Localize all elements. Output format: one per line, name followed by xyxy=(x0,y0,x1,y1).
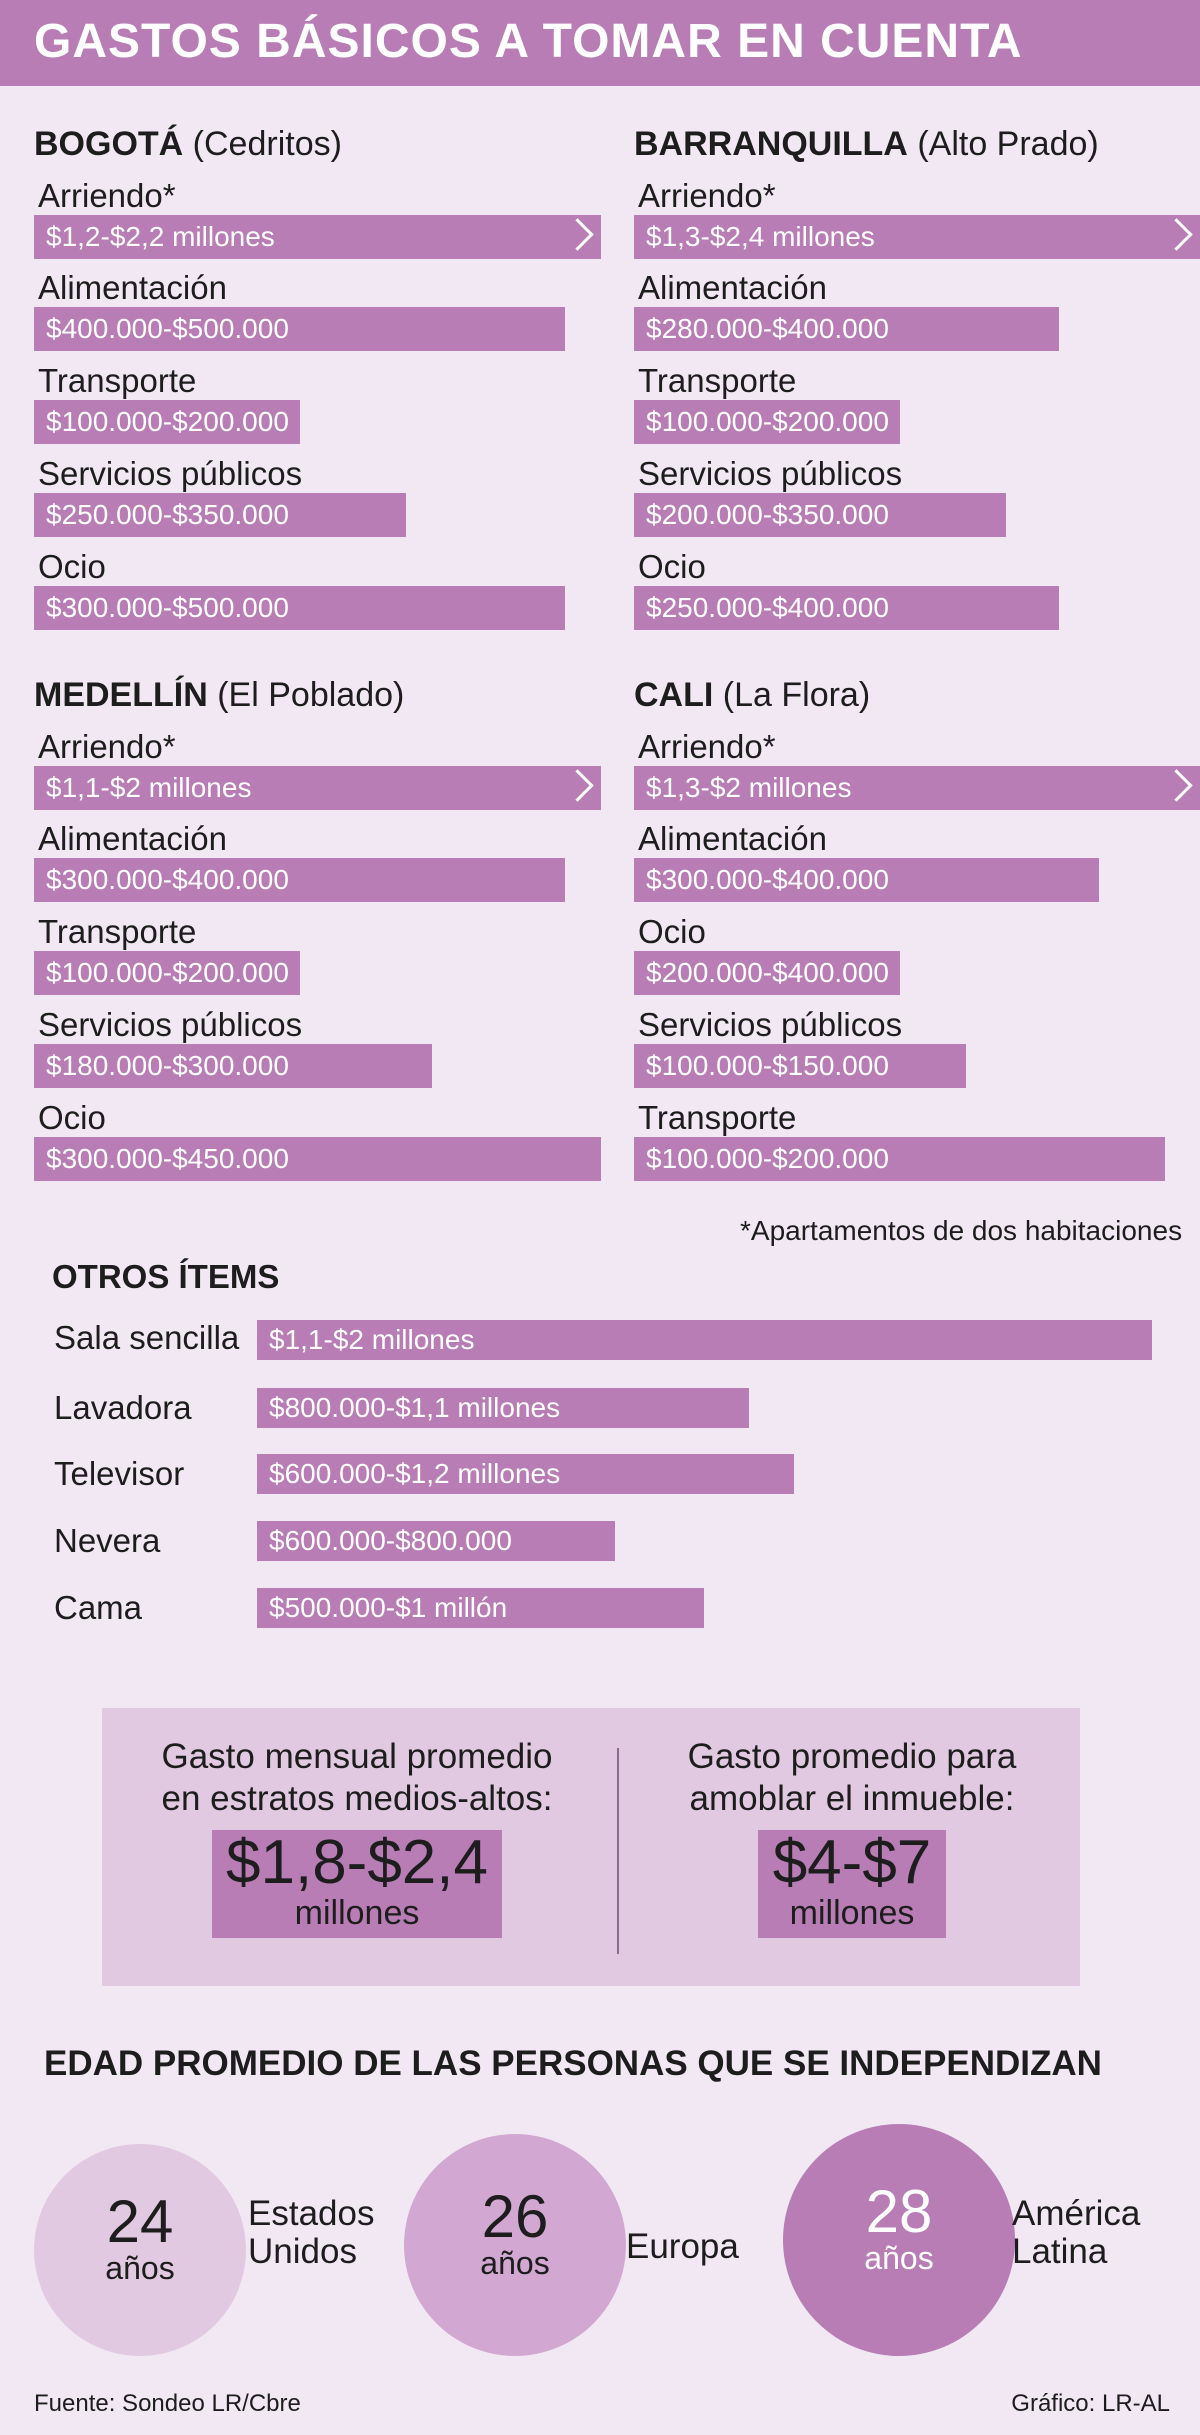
item-label: Servicios públicos xyxy=(38,455,303,492)
value-bar: $1,3-$2,4 millones xyxy=(634,215,1200,259)
region-label: Estados Unidos xyxy=(248,2194,375,2271)
other-item-label: Cama xyxy=(54,1589,143,1626)
value-bar: $100.000-$200.000 xyxy=(634,400,900,444)
age-unit: años xyxy=(864,2240,934,2276)
item-label: Transporte xyxy=(38,362,197,399)
summary-value: $4-$7 xyxy=(772,1828,932,1897)
item-label: Transporte xyxy=(638,1099,797,1136)
summary-panel: Gasto mensual promedio en estratos medio… xyxy=(102,1708,1080,1986)
value-bar: $180.000-$300.000 xyxy=(34,1044,432,1088)
city-bogota: BOGOTÁ (Cedritos) Arriendo* $1,2-$2,2 mi… xyxy=(34,125,604,645)
item-label: Ocio xyxy=(38,548,106,585)
item-label: Arriendo* xyxy=(638,728,776,765)
other-item-label: Televisor xyxy=(54,1455,185,1492)
age-number: 24 xyxy=(106,2188,174,2255)
value-bar: $1,3-$2 millones xyxy=(634,766,1200,810)
item-label: Alimentación xyxy=(638,269,827,306)
city-barranquilla: BARRANQUILLA (Alto Prado) Arriendo* $1,3… xyxy=(634,125,1200,645)
value-bar: $280.000-$400.000 xyxy=(634,307,1059,351)
item-label: Transporte xyxy=(638,362,797,399)
value-bar: $100.000-$200.000 xyxy=(634,1137,1165,1181)
value-bar: $300.000-$400.000 xyxy=(634,858,1099,902)
age-section-title: EDAD PROMEDIO DE LAS PERSONAS QUE SE IND… xyxy=(44,2044,1102,2083)
item-label: Arriendo* xyxy=(38,728,176,765)
value-bar: $300.000-$400.000 xyxy=(34,858,565,902)
page-title: GASTOS BÁSICOS A TOMAR EN CUENTA xyxy=(34,15,1023,68)
value-bar: $250.000-$350.000 xyxy=(34,493,406,537)
item-label: Ocio xyxy=(38,1099,106,1136)
summary-unit: millones xyxy=(789,1894,915,1932)
age-circle-europe: 26 años xyxy=(404,2134,626,2356)
other-value-bar: $600.000-$1,2 millones xyxy=(257,1454,794,1494)
age-number: 28 xyxy=(865,2178,933,2245)
item-label: Alimentación xyxy=(638,820,827,857)
item-label: Servicios públicos xyxy=(638,455,903,492)
item-label: Transporte xyxy=(38,913,197,950)
summary-value: $1,8-$2,4 xyxy=(226,1828,488,1897)
region-label: América Latina xyxy=(1012,2194,1141,2271)
summary-question: amoblar el inmueble: xyxy=(689,1779,1015,1818)
city-cali: CALI (La Flora) Arriendo* $1,3-$2 millon… xyxy=(634,676,1200,1196)
item-label: Alimentación xyxy=(38,820,227,857)
source-note: Fuente: Sondeo LR/Cbre xyxy=(34,2390,301,2417)
item-label: Ocio xyxy=(638,913,706,950)
monthly-spend-summary: Gasto mensual promedio en estratos medio… xyxy=(122,1736,592,1938)
summary-question: Gasto mensual promedio xyxy=(161,1737,553,1776)
title-bar: GASTOS BÁSICOS A TOMAR EN CUENTA xyxy=(0,0,1200,86)
item-label: Alimentación xyxy=(38,269,227,306)
city-name: BARRANQUILLA (Alto Prado) xyxy=(634,125,1099,163)
value-bar: $200.000-$400.000 xyxy=(634,951,900,995)
other-item-label: Lavadora xyxy=(54,1389,192,1426)
city-name: BOGOTÁ (Cedritos) xyxy=(34,125,342,163)
value-bar: $1,1-$2 millones xyxy=(34,766,601,810)
item-label: Arriendo* xyxy=(38,177,176,214)
value-bar: $250.000-$400.000 xyxy=(634,586,1059,630)
other-value-bar: $1,1-$2 millones xyxy=(257,1320,1152,1360)
summary-unit: millones xyxy=(294,1894,420,1932)
summary-question: en estratos medios-altos: xyxy=(161,1779,553,1818)
summary-question: Gasto promedio para xyxy=(687,1737,1017,1776)
age-circle-latam: 28 años xyxy=(783,2124,1015,2356)
other-value-bar: $500.000-$1 millón xyxy=(257,1588,704,1628)
summary-value-box: $1,8-$2,4 millones xyxy=(212,1830,502,1938)
value-bar: $300.000-$500.000 xyxy=(34,586,565,630)
other-item-label: Sala sencilla xyxy=(54,1319,240,1356)
summary-value-box: $4-$7 millones xyxy=(758,1830,946,1938)
value-bar: $100.000-$200.000 xyxy=(34,951,300,995)
city-name: CALI (La Flora) xyxy=(634,676,871,714)
furnishing-spend-summary: Gasto promedio para amoblar el inmueble:… xyxy=(647,1736,1057,1938)
age-unit: años xyxy=(105,2250,175,2286)
city-medellin: MEDELLÍN (El Poblado) Arriendo* $1,1-$2 … xyxy=(34,676,604,1196)
value-bar: $300.000-$450.000 xyxy=(34,1137,601,1181)
value-bar: $100.000-$150.000 xyxy=(634,1044,966,1088)
other-item-label: Nevera xyxy=(54,1522,161,1559)
value-bar: $400.000-$500.000 xyxy=(34,307,565,351)
age-number: 26 xyxy=(481,2183,549,2250)
value-bar: $1,2-$2,2 millones xyxy=(34,215,601,259)
other-value-bar: $800.000-$1,1 millones xyxy=(257,1388,749,1428)
graphic-credit: Gráfico: LR-AL xyxy=(1011,2390,1170,2417)
other-value-bar: $600.000-$800.000 xyxy=(257,1521,615,1561)
age-circle-usa: 24 años xyxy=(34,2144,246,2356)
item-label: Servicios públicos xyxy=(38,1006,303,1043)
item-label: Servicios públicos xyxy=(638,1006,903,1043)
item-label: Ocio xyxy=(638,548,706,585)
region-label: Europa xyxy=(626,2227,739,2266)
city-name: MEDELLÍN (El Poblado) xyxy=(34,676,405,714)
value-bar: $100.000-$200.000 xyxy=(34,400,300,444)
value-bar: $200.000-$350.000 xyxy=(634,493,1006,537)
footnote: *Apartamentos de dos habitaciones xyxy=(740,1215,1183,1246)
others-title: OTROS ÍTEMS xyxy=(52,1258,280,1295)
divider xyxy=(617,1748,619,1954)
age-unit: años xyxy=(480,2245,550,2281)
item-label: Arriendo* xyxy=(638,177,776,214)
